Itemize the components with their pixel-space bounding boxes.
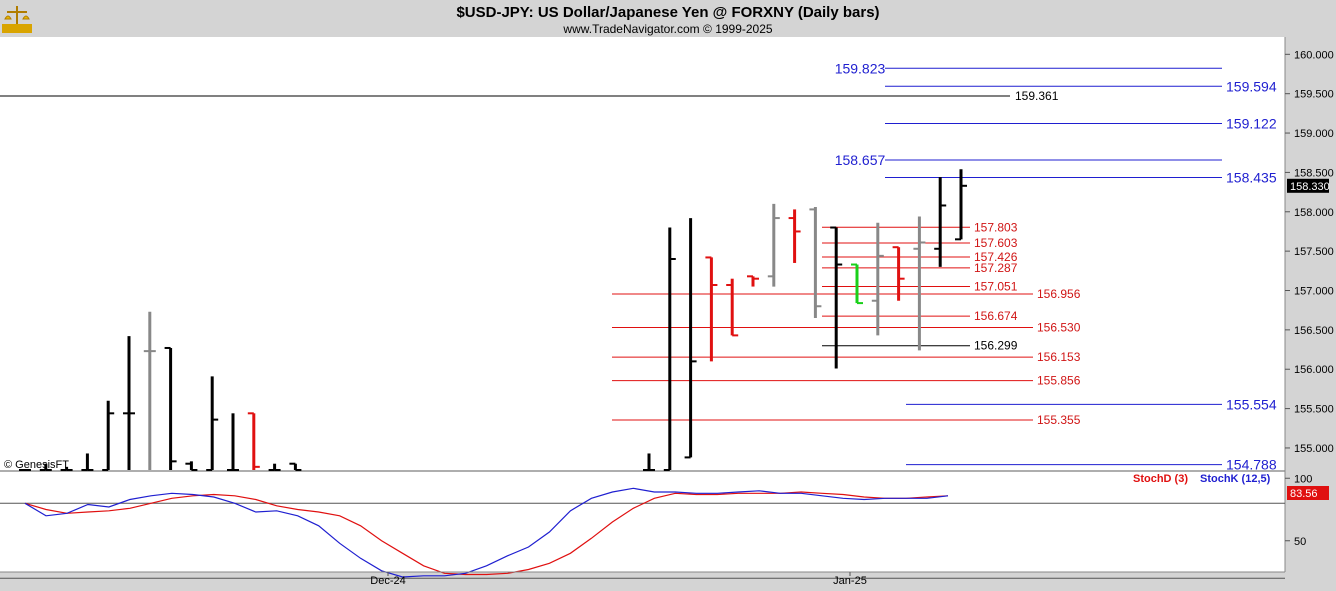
level-label-155-355: 155.355 xyxy=(1037,413,1081,427)
stoch-tick-label: 50 xyxy=(1294,536,1306,548)
ohlc-bar[interactable] xyxy=(185,461,198,471)
legend-stoch-k: StochK (12,5) xyxy=(1200,473,1271,485)
y-tick-label: 155.500 xyxy=(1294,404,1334,416)
level-label-154-788: 154.788 xyxy=(1226,457,1277,473)
level-label-159-122: 159.122 xyxy=(1226,115,1277,131)
y-tick-label: 155.000 xyxy=(1294,443,1334,455)
y-tick-label: 157.500 xyxy=(1294,246,1334,258)
level-label-157-603: 157.603 xyxy=(974,236,1018,250)
y-tick-label: 159.500 xyxy=(1294,89,1334,101)
y-tick-label: 156.000 xyxy=(1294,364,1334,376)
level-label-159-361: 159.361 xyxy=(1015,89,1059,103)
level-label-156-674: 156.674 xyxy=(974,309,1018,323)
y-tick-label: 160.000 xyxy=(1294,49,1334,61)
level-label-155-554: 155.554 xyxy=(1226,396,1277,412)
level-label-159-823: 159.823 xyxy=(835,60,886,76)
ohlc-bar[interactable] xyxy=(684,218,697,459)
ohlc-bar[interactable] xyxy=(892,246,905,301)
level-label-159-594: 159.594 xyxy=(1226,78,1277,94)
x-tick-label: Dec-24 xyxy=(370,575,405,587)
chart-title: $USD-JPY: US Dollar/Japanese Yen @ FORXN… xyxy=(456,4,879,21)
bars-layer xyxy=(19,169,967,471)
ohlc-bar[interactable] xyxy=(851,263,863,305)
y-tick-label: 159.000 xyxy=(1294,128,1334,140)
level-label-156-153: 156.153 xyxy=(1037,350,1081,364)
x-tick-label: Jan-25 xyxy=(833,575,867,587)
ohlc-bar[interactable] xyxy=(705,256,718,362)
ohlc-bar[interactable] xyxy=(913,216,926,351)
level-label-157-803: 157.803 xyxy=(974,220,1018,234)
ohlc-bar[interactable] xyxy=(247,412,260,470)
y-tick-label: 156.500 xyxy=(1294,325,1334,337)
ohlc-bar[interactable] xyxy=(643,453,655,471)
y-tick-label: 158.000 xyxy=(1294,207,1334,219)
ohlc-bar[interactable] xyxy=(767,203,780,287)
level-label-156-299: 156.299 xyxy=(974,339,1018,353)
ohlc-bar[interactable] xyxy=(102,400,115,471)
ohlc-bar[interactable] xyxy=(726,278,739,337)
stoch-last-tag xyxy=(1287,486,1329,500)
level-label-158-435: 158.435 xyxy=(1226,170,1277,186)
stoch-last-label: 83.56 xyxy=(1290,488,1318,500)
ohlc-bar[interactable] xyxy=(268,463,281,471)
legend-stoch-d: StochD (3) xyxy=(1133,473,1188,485)
stochastic-layer: 100 50 StochD (3) StochK (12,5) 83.56 xyxy=(0,473,1329,579)
stoch-series-line xyxy=(24,491,949,576)
watermark: © GenesisFT xyxy=(4,459,69,471)
ohlc-bar[interactable] xyxy=(934,177,947,267)
stoch-tick-label: 100 xyxy=(1294,473,1312,485)
ohlc-bar[interactable] xyxy=(143,311,156,470)
stoch-series-line xyxy=(24,487,949,578)
ohlc-bar[interactable] xyxy=(830,226,843,369)
date-axis: Dec-24 Jan-25 xyxy=(0,571,1285,587)
stochastic-plot-area[interactable] xyxy=(0,472,1285,572)
ohlc-bar[interactable] xyxy=(955,169,967,241)
level-label-156-530: 156.530 xyxy=(1037,321,1081,335)
price-axis: 160.000 159.500 159.000 158.500 158.000 157.5… xyxy=(1284,37,1334,572)
ohlc-bar[interactable] xyxy=(164,346,177,470)
ohlc-bar[interactable] xyxy=(123,336,135,470)
ohlc-bar[interactable] xyxy=(747,275,759,287)
level-label-157-287: 157.287 xyxy=(974,261,1018,275)
ohlc-bar[interactable] xyxy=(206,376,219,471)
ohlc-bar[interactable] xyxy=(663,227,676,471)
ohlc-bar[interactable] xyxy=(39,463,52,471)
ohlc-bar[interactable] xyxy=(81,453,94,471)
level-label-158-657: 158.657 xyxy=(835,152,886,168)
ohlc-bar[interactable] xyxy=(809,207,822,319)
chart-subtitle: www.TradeNavigator.com © 1999-2025 xyxy=(562,22,772,36)
level-label-157-426: 157.426 xyxy=(974,250,1018,264)
ohlc-bar[interactable] xyxy=(871,222,884,336)
levels-layer: 159.823 159.594 159.361 159.122 158.657 158.4… xyxy=(0,60,1277,473)
logo-icon xyxy=(2,6,32,33)
ohlc-bar[interactable] xyxy=(289,462,302,471)
y-tick-label: 157.000 xyxy=(1294,286,1334,298)
level-label-157-051: 157.051 xyxy=(974,279,1018,293)
level-label-156-956: 156.956 xyxy=(1037,287,1081,301)
ohlc-bar[interactable] xyxy=(227,413,239,471)
last-price-tag xyxy=(1287,178,1329,193)
price-plot-area[interactable] xyxy=(0,37,1285,470)
y-tick-label: 158.500 xyxy=(1294,167,1334,179)
ohlc-bar[interactable] xyxy=(60,466,73,471)
ohlc-bar[interactable] xyxy=(788,209,801,263)
last-price-label: 158.330 xyxy=(1290,181,1330,193)
level-label-155-856: 155.856 xyxy=(1037,374,1081,388)
